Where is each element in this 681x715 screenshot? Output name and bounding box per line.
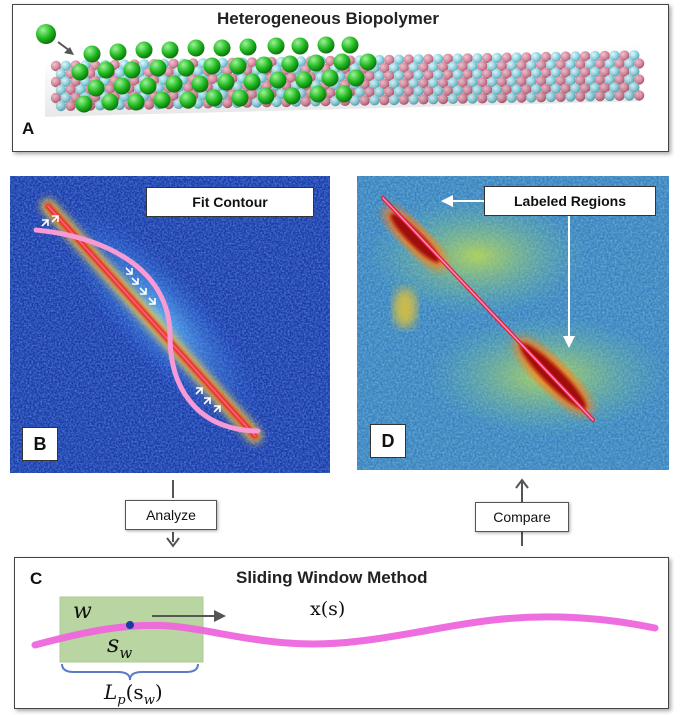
panel-d-letter: D [370, 424, 406, 458]
bound-label-sphere [161, 41, 179, 59]
bound-label-sphere [187, 39, 205, 57]
bound-label-sphere [359, 53, 377, 71]
bound-label-sphere [255, 56, 273, 74]
bound-label-sphere [321, 69, 339, 87]
bound-label-sphere [127, 93, 145, 111]
bound-label-sphere [229, 57, 247, 75]
bound-label-sphere [291, 37, 309, 55]
contour-position-label: x(s) [310, 598, 346, 620]
persistence-length-label: Lp(sw) [104, 680, 163, 708]
bound-label-sphere [239, 38, 257, 56]
persistence-arg-open: (s [125, 680, 144, 704]
panel-b-letter: B [22, 427, 58, 461]
bound-label-sphere [97, 61, 115, 79]
center-point-subscript: w [119, 643, 133, 662]
persistence-L: L [104, 680, 118, 704]
fit-contour-curve [33, 227, 261, 434]
bound-label-sphere [283, 87, 301, 105]
bound-label-sphere [257, 87, 275, 105]
panel-c-letter: C [30, 569, 43, 588]
biopolymer-filament [36, 24, 645, 117]
bound-label-sphere [71, 63, 89, 81]
bound-label-sphere [309, 85, 327, 103]
bound-label-sphere [267, 37, 285, 55]
center-point-symbol: s [107, 630, 120, 658]
sliding-window-diagram [31, 596, 659, 681]
bound-label-sphere [87, 79, 105, 97]
compare-flow-arrow [515, 478, 529, 546]
bound-label-sphere [109, 43, 127, 61]
analyze-label: Analyze [125, 500, 217, 530]
bound-label-sphere [153, 91, 171, 109]
panel-b-image [10, 176, 330, 473]
panel-c [14, 557, 669, 709]
bound-label-sphere [243, 73, 261, 91]
bound-label-sphere [83, 45, 101, 63]
analyze-flow-arrow [166, 480, 180, 548]
bound-label-spheres [71, 36, 377, 113]
bound-label-sphere [179, 91, 197, 109]
persistence-arg-sub: w [143, 693, 155, 708]
bound-label-sphere [139, 77, 157, 95]
bound-label-sphere [217, 73, 235, 91]
bound-label-sphere [213, 39, 231, 57]
bound-label-sphere [177, 59, 195, 77]
compare-label: Compare [475, 502, 569, 532]
fit-contour-label: Fit Contour [146, 187, 314, 217]
bound-label-sphere [231, 89, 249, 107]
panel-a-letter: A [22, 119, 35, 138]
bound-label-sphere [165, 75, 183, 93]
bound-label-sphere [347, 69, 365, 87]
bound-label-sphere [341, 36, 359, 54]
panel-a-title: Heterogeneous Biopolymer [217, 9, 439, 28]
free-label-sphere [36, 24, 56, 44]
bound-label-sphere [205, 89, 223, 107]
bound-label-sphere [203, 57, 221, 75]
bound-label-sphere [335, 85, 353, 103]
labeled-region-arrows [441, 195, 575, 348]
panel-c-title: Sliding Window Method [236, 568, 428, 587]
panel-d-image [357, 176, 669, 470]
bound-label-sphere [191, 75, 209, 93]
persistence-arg-close: ) [154, 680, 163, 704]
bound-label-sphere [281, 55, 299, 73]
window-direction-arrow [152, 610, 226, 622]
binding-arrow [57, 41, 74, 55]
bound-label-sphere [101, 93, 119, 111]
bound-label-sphere [269, 71, 287, 89]
bound-label-sphere [135, 41, 153, 59]
persistence-brace [61, 663, 199, 681]
bound-label-sphere [123, 61, 141, 79]
window-center-point [126, 621, 134, 629]
labeled-regions-label: Labeled Regions [484, 186, 656, 216]
bound-label-sphere [113, 77, 131, 95]
polymer-contour [31, 613, 659, 649]
window-label-w: w [73, 599, 92, 624]
persistence-p: p [117, 693, 126, 708]
center-point-label: sw [107, 630, 132, 662]
displacement-arrows [41, 215, 221, 413]
bound-label-sphere [317, 36, 335, 54]
bound-label-sphere [295, 71, 313, 89]
bound-label-sphere [149, 59, 167, 77]
bound-label-sphere [333, 53, 351, 71]
bound-label-sphere [75, 95, 93, 113]
bound-label-sphere [307, 54, 325, 72]
